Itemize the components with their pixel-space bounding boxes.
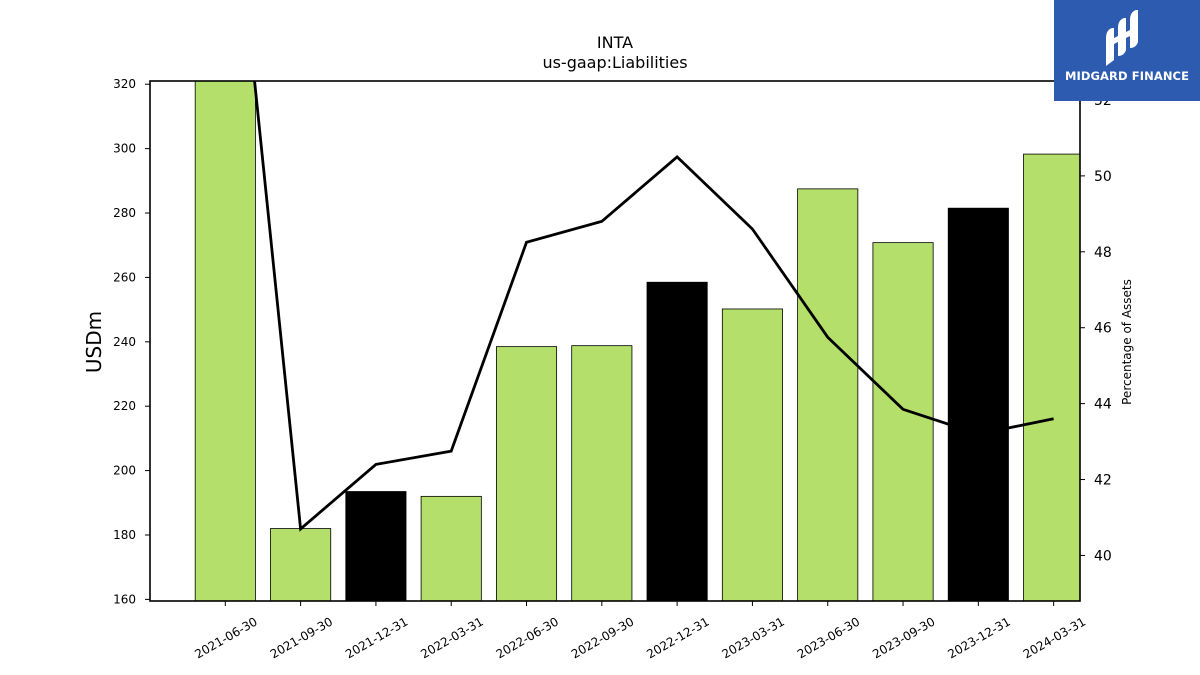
y2-tick-label: 42: [1094, 473, 1112, 489]
bar-2023-09-30: [872, 242, 934, 601]
bar-2021-12-31: [345, 491, 407, 601]
y2-tick-label: 50: [1094, 169, 1112, 185]
bar-2022-03-31: [420, 495, 482, 601]
bar-2022-09-30: [571, 345, 633, 601]
x-tick-label: 2023-09-30: [870, 614, 937, 661]
y2-tick-label: 40: [1094, 548, 1112, 564]
bar-2023-06-30: [797, 188, 859, 601]
y-tick-label: 260: [113, 270, 136, 284]
midgard-finance-logo: MIDGARD FINANCE: [1054, 0, 1200, 101]
bar-2021-09-30: [270, 528, 332, 601]
bar-2022-12-31: [646, 281, 708, 601]
y-tick-label: 180: [113, 528, 136, 542]
y-tick-label: 320: [113, 77, 136, 91]
y2-tick-label: 46: [1094, 321, 1112, 337]
x-tick-label: 2022-09-30: [569, 614, 636, 661]
bar-2022-06-30: [495, 346, 558, 601]
x-tick-label: 2024-03-31: [1021, 614, 1088, 661]
y-axis-label: USDm: [82, 311, 106, 373]
x-tick-label: 2023-06-30: [795, 614, 862, 661]
y-tick-label: 240: [113, 335, 136, 349]
y-tick-label: 200: [113, 464, 136, 478]
x-tick-label: 2021-06-30: [192, 614, 259, 661]
y2-tick-label: 44: [1094, 397, 1112, 413]
y2-tick-label: 48: [1094, 245, 1112, 261]
chart-subtitle: us-gaap:Liabilities: [542, 53, 687, 72]
y-tick-label: 220: [113, 399, 136, 413]
x-tick-label: 2023-12-31: [945, 614, 1012, 661]
bar-2023-12-31: [947, 207, 1009, 601]
bar-2023-03-31: [721, 308, 783, 601]
chart-title: INTA: [597, 33, 633, 52]
x-tick-label: 2022-06-30: [494, 614, 561, 661]
x-tick-label: 2022-03-31: [418, 614, 485, 661]
y-tick-label: 280: [113, 206, 136, 220]
y-tick-label: 300: [113, 142, 136, 156]
bar-2021-06-30: [194, 81, 256, 601]
x-tick-label: 2021-09-30: [268, 614, 335, 661]
plot-frame: [149, 80, 1081, 602]
y2-axis-label: Percentage of Assets: [1120, 279, 1134, 405]
percentage-of-assets-line: [253, 81, 1054, 532]
y-tick-label: 160: [113, 592, 136, 606]
logo-mark-icon: [1106, 10, 1138, 66]
bar-2024-03-31: [1023, 153, 1080, 601]
x-tick-label: 2022-12-31: [644, 614, 711, 661]
x-tick-label: 2023-03-31: [720, 614, 787, 661]
x-tick-label: 2021-12-31: [343, 614, 410, 661]
logo-text: MIDGARD FINANCE: [1064, 69, 1190, 83]
